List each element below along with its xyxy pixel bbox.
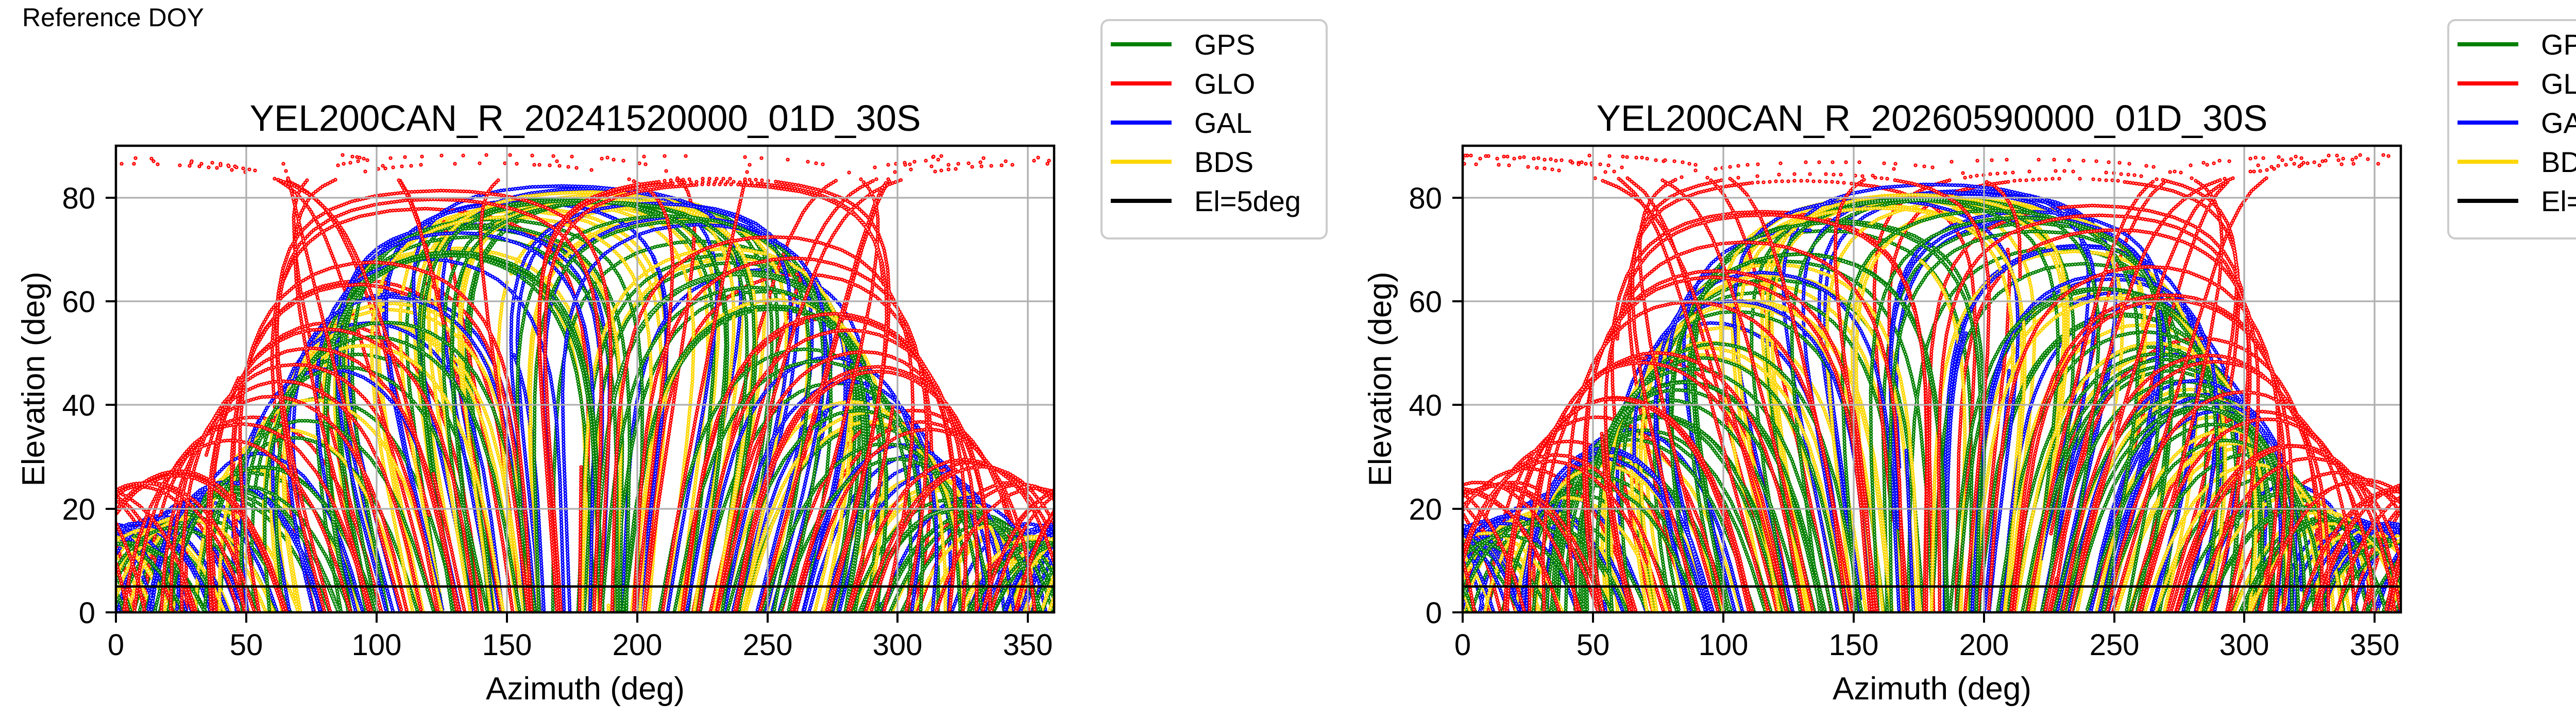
svg-text:Reference DOY: Reference DOY [22, 3, 204, 32]
svg-text:300: 300 [2219, 628, 2269, 662]
svg-text:150: 150 [482, 628, 532, 662]
svg-text:El=5deg: El=5deg [1194, 185, 1301, 217]
svg-text:40: 40 [62, 389, 95, 422]
svg-text:250: 250 [743, 628, 793, 662]
svg-text:40: 40 [1409, 389, 1442, 422]
svg-text:El=5deg: El=5deg [2541, 185, 2576, 217]
svg-text:200: 200 [613, 628, 663, 662]
svg-text:GAL: GAL [1194, 107, 1252, 139]
svg-text:20: 20 [1409, 493, 1442, 526]
svg-text:Elevation (deg): Elevation (deg) [16, 271, 52, 486]
svg-text:BDS: BDS [1194, 146, 1253, 178]
svg-text:350: 350 [1003, 628, 1053, 662]
svg-text:0: 0 [1454, 628, 1471, 662]
svg-text:0: 0 [79, 596, 95, 630]
svg-text:0: 0 [108, 628, 124, 662]
svg-text:GPS: GPS [2541, 28, 2576, 61]
svg-text:Azimuth (deg): Azimuth (deg) [1833, 671, 2031, 707]
svg-text:50: 50 [230, 628, 263, 662]
svg-text:GLO: GLO [1194, 67, 1255, 100]
svg-text:80: 80 [1409, 182, 1442, 215]
svg-text:300: 300 [873, 628, 923, 662]
svg-text:0: 0 [1426, 596, 1442, 630]
svg-text:GLO: GLO [2541, 67, 2576, 100]
svg-text:YEL200CAN_R_20241520000_01D_30: YEL200CAN_R_20241520000_01D_30S [250, 98, 921, 139]
svg-text:BDS: BDS [2541, 146, 2576, 178]
svg-text:350: 350 [2350, 628, 2400, 662]
svg-text:GAL: GAL [2541, 107, 2576, 139]
svg-text:80: 80 [62, 182, 95, 215]
svg-text:60: 60 [1409, 285, 1442, 319]
svg-text:100: 100 [352, 628, 402, 662]
svg-text:200: 200 [1959, 628, 2009, 662]
svg-text:250: 250 [2090, 628, 2140, 662]
svg-text:YEL200CAN_R_20260590000_01D_30: YEL200CAN_R_20260590000_01D_30S [1597, 98, 2268, 139]
svg-text:100: 100 [1699, 628, 1749, 662]
svg-text:150: 150 [1829, 628, 1879, 662]
svg-text:50: 50 [1577, 628, 1610, 662]
svg-text:20: 20 [62, 493, 95, 526]
svg-text:Azimuth (deg): Azimuth (deg) [486, 671, 685, 707]
svg-text:60: 60 [62, 285, 95, 319]
svg-text:Elevation (deg): Elevation (deg) [1363, 271, 1398, 486]
svg-text:GPS: GPS [1194, 28, 1255, 61]
